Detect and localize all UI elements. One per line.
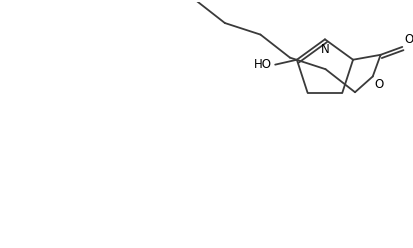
Text: N: N — [320, 43, 329, 56]
Text: HO: HO — [254, 58, 272, 71]
Text: O: O — [375, 78, 384, 92]
Text: O: O — [404, 33, 413, 46]
